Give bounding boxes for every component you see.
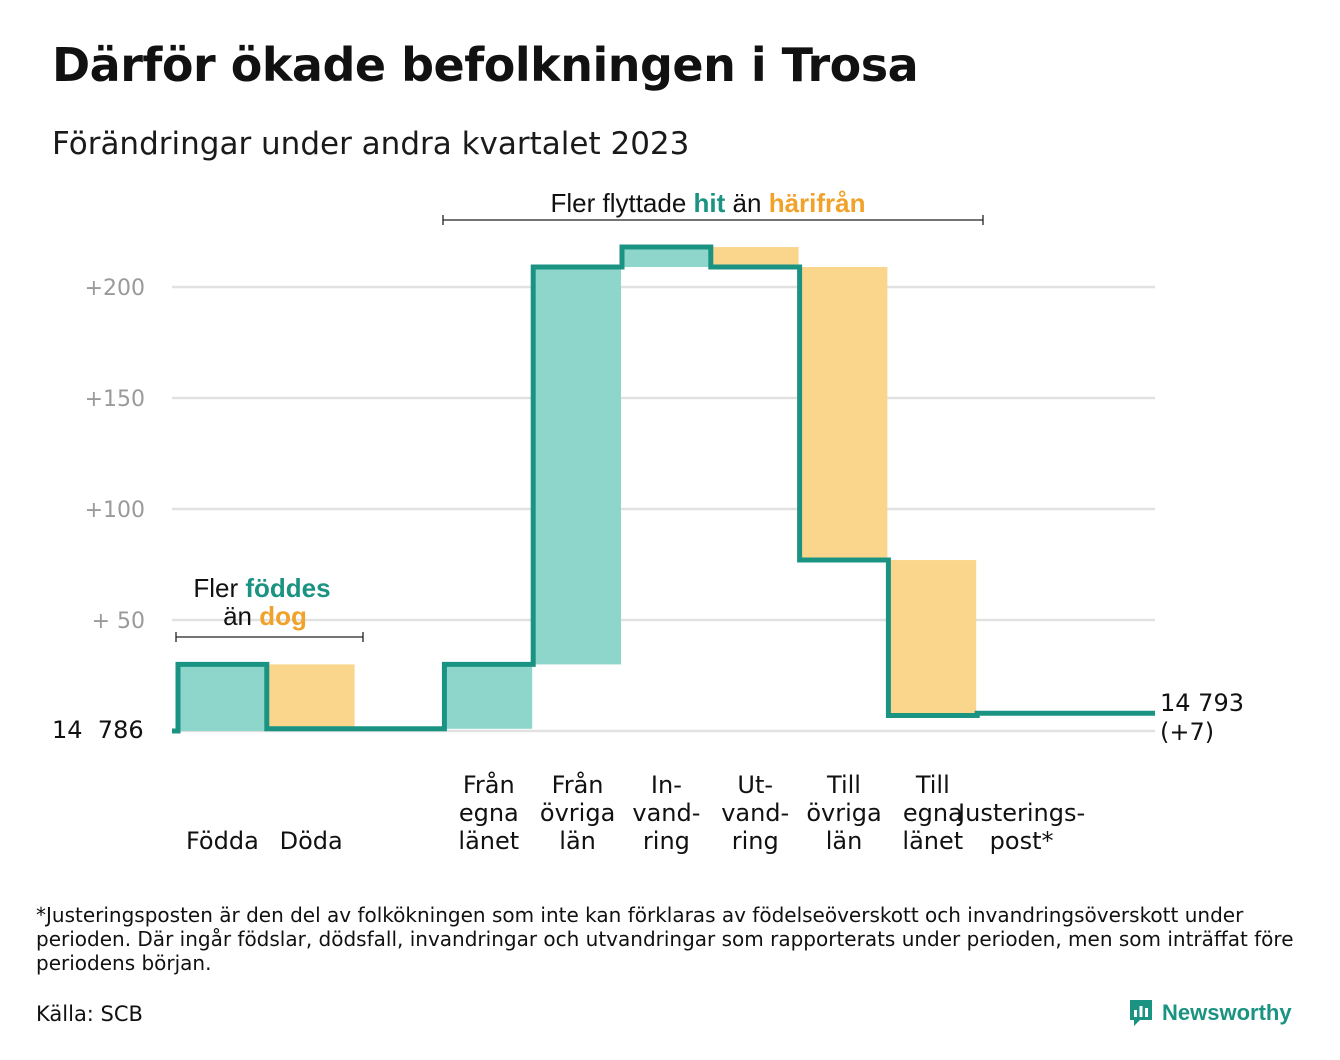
migration-annotation-prefix: Fler flyttade xyxy=(550,188,693,218)
category-label: In-vand-ring xyxy=(632,771,700,855)
migration-annotation-hit: hit xyxy=(694,188,726,218)
births-annotation-highlight: föddes xyxy=(245,573,330,603)
source-label: Källa: SCB xyxy=(36,1002,143,1026)
category-label: Från egna länet xyxy=(458,770,519,855)
migration-annotation-middle: än xyxy=(725,188,768,218)
deaths-annotation-highlight: dog xyxy=(259,601,307,631)
cumulative-step-line xyxy=(172,244,1155,734)
migration-annotation: Fler flyttade hit än härifrån xyxy=(442,188,984,225)
deaths-annotation-prefix: än xyxy=(223,601,259,631)
waterfall-bar xyxy=(179,664,266,731)
chart-subtitle: Förändringar under andra kvartalet 2023 xyxy=(52,126,690,162)
y-tick-label: +100 xyxy=(85,498,145,523)
waterfall-bar xyxy=(534,267,621,665)
category-label: Till övriga län xyxy=(806,771,881,855)
migration-bracket xyxy=(442,215,984,225)
waterfall-bar xyxy=(711,247,799,268)
chart-title: Därför ökade befolkningen i Trosa xyxy=(52,38,919,92)
category-label: Till egna länet xyxy=(902,771,963,855)
category-label: Justerings-post* xyxy=(956,799,1085,855)
births-annotation-line2: än dog xyxy=(223,601,307,631)
waterfall-bar xyxy=(800,267,888,561)
category-label: Ut-vand-ring xyxy=(721,771,789,855)
footnote: *Justeringsposten är den del av folkökni… xyxy=(36,903,1294,975)
category-label: Födda xyxy=(186,827,259,855)
category-label: Från övriga län xyxy=(540,770,615,855)
brand-name: Newsworthy xyxy=(1162,1000,1292,1025)
waterfall-bar xyxy=(445,664,533,729)
migration-annotation-harifran: härifrån xyxy=(769,188,866,218)
waterfall-chart: + 50 +100 +150 +200 Födda Döda Från egna länet F… xyxy=(52,188,1244,855)
end-value-label: 14 793 xyxy=(1160,689,1244,717)
y-tick-label: + 50 xyxy=(92,609,145,634)
waterfall-bar xyxy=(889,560,977,716)
migration-annotation-text: Fler flyttade hit än härifrån xyxy=(550,188,865,218)
y-tick-label: +200 xyxy=(85,276,145,301)
end-change-label: (+7) xyxy=(1160,718,1214,746)
bar-chart-speech-icon xyxy=(1130,1000,1152,1026)
births-annotation-line1: Fler föddes xyxy=(193,573,330,603)
births-bracket xyxy=(175,632,364,642)
start-value-label: 14 786 xyxy=(52,716,144,744)
newsworthy-logo: Newsworthy xyxy=(1128,998,1292,1028)
category-label: Döda xyxy=(280,827,343,855)
births-annotation: Fler föddes än dog xyxy=(175,573,364,642)
waterfall-bar xyxy=(267,664,355,729)
waterfall-bar xyxy=(623,247,710,268)
births-annotation-prefix: Fler xyxy=(193,573,245,603)
y-tick-label: +150 xyxy=(85,387,145,412)
